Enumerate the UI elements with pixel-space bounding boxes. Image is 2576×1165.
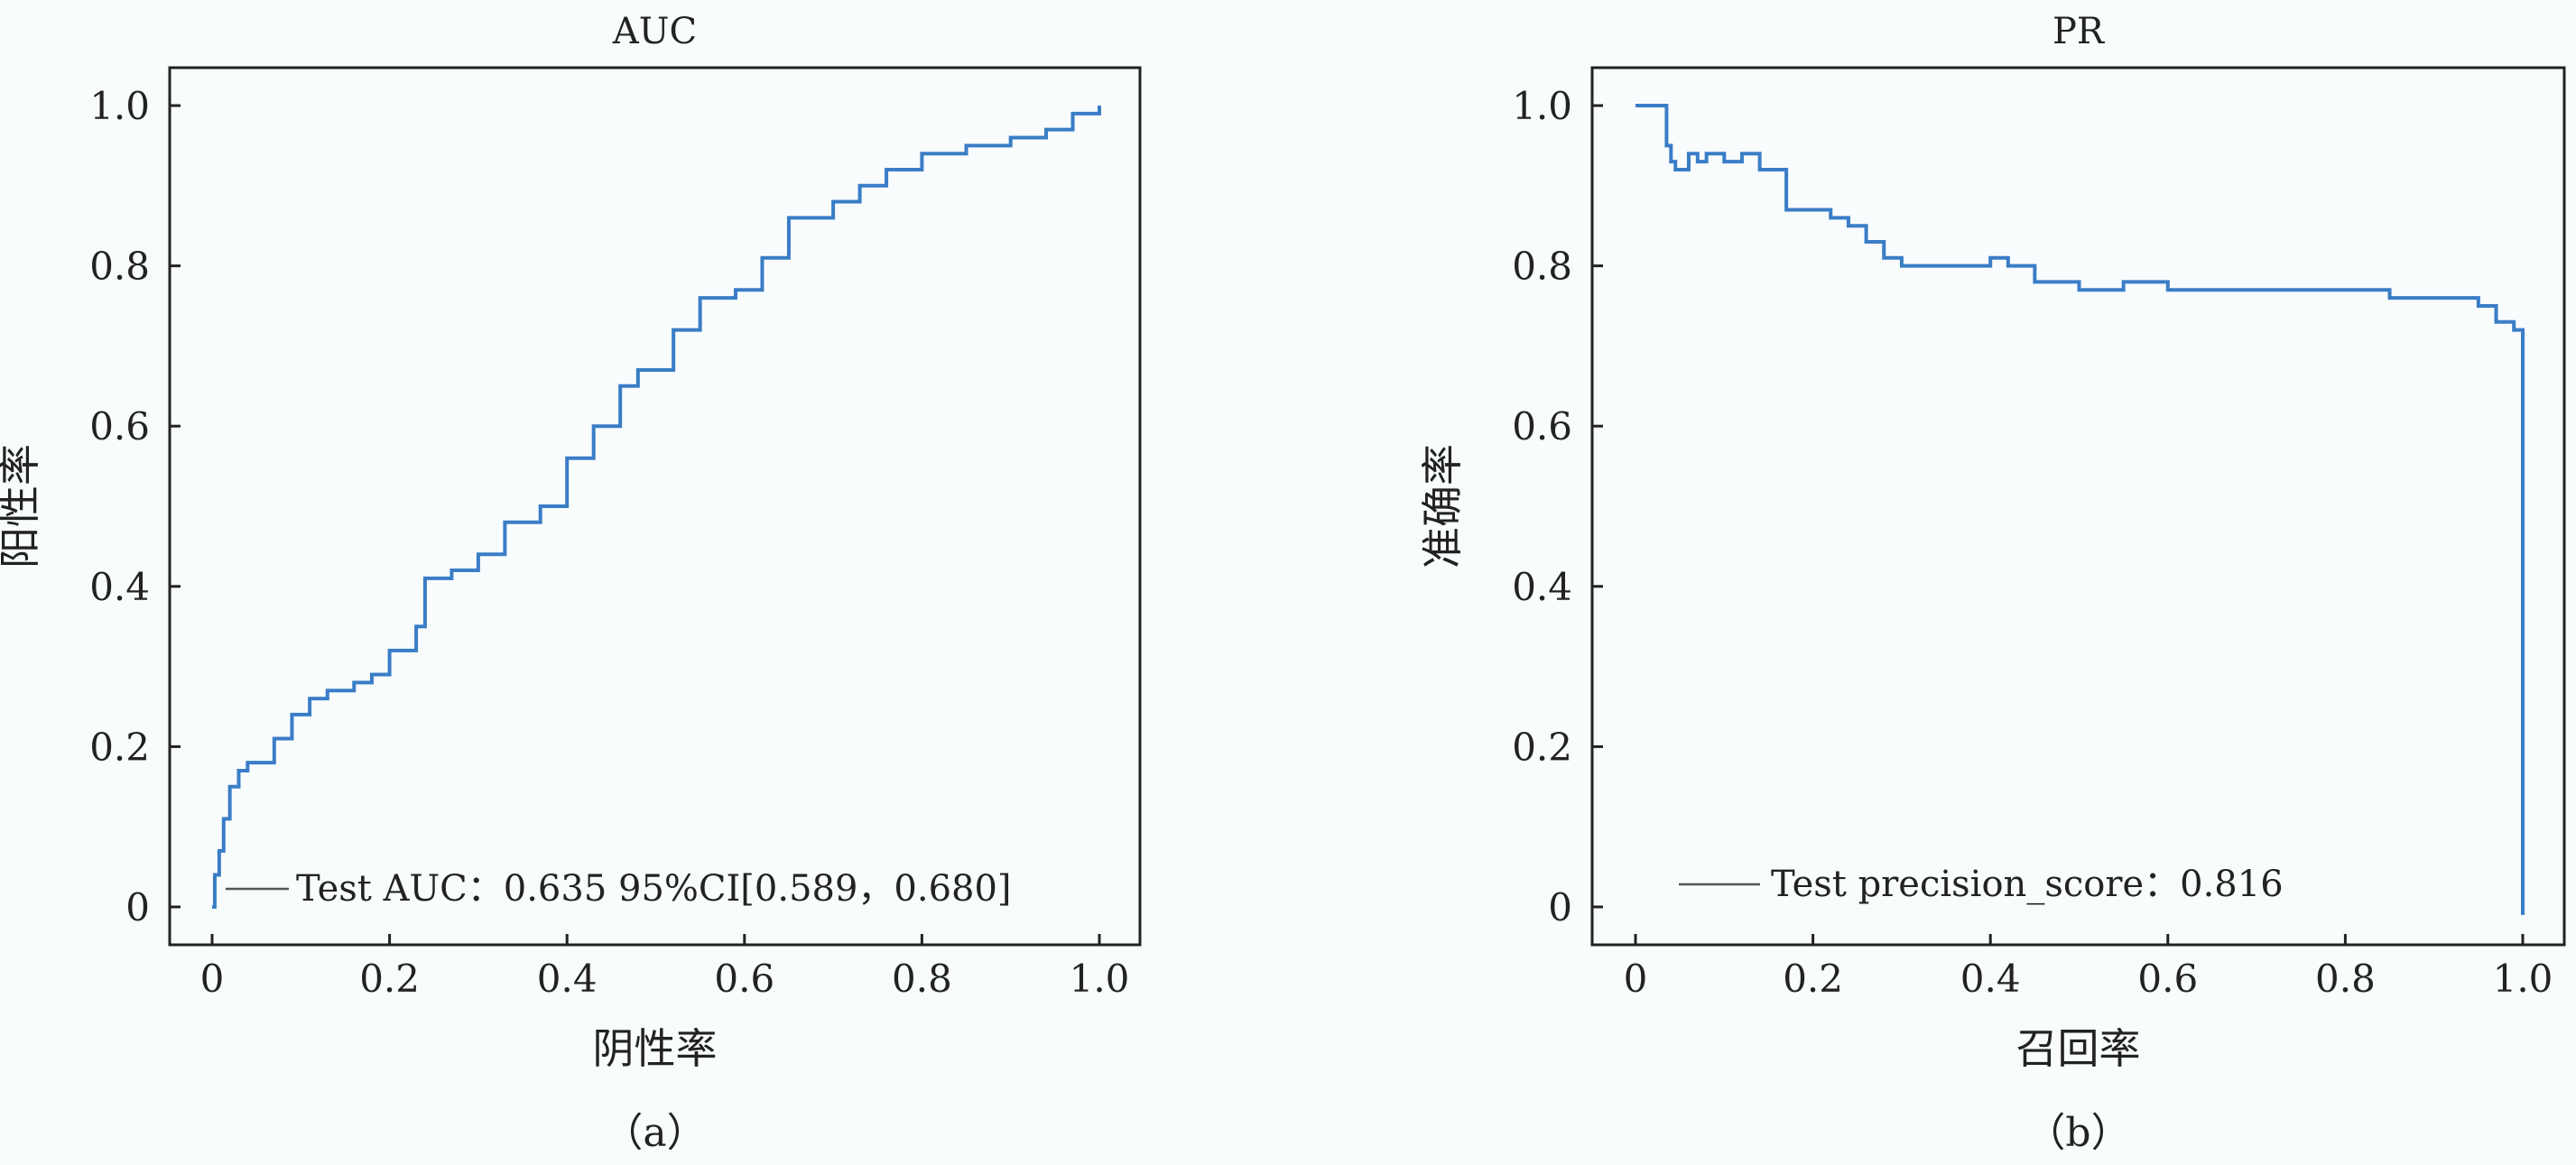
x-tick-label: 0	[1624, 957, 1648, 1001]
y-tick-label: 0.6	[89, 404, 150, 448]
x-tick-label: 1.0	[1070, 957, 1130, 1001]
y-tick-label: 0.8	[1512, 245, 1572, 289]
y-tick-label: 0	[125, 885, 150, 929]
x-tick-label: 0	[200, 957, 225, 1001]
y-tick-label: 0.2	[1512, 725, 1572, 769]
y-tick-label: 1.0	[89, 84, 150, 128]
y-tick-label: 1.0	[1512, 84, 1572, 128]
x-tick-label: 0.8	[2315, 957, 2376, 1001]
x-axis-label: 阴性率	[593, 1024, 718, 1073]
chart-panel-b: PR 0 0.2 0.4 0.6 0.8 1.0 0 0.2 0.4 0.6 0.8 1.0 召回率 准确率…	[1418, 11, 2566, 1156]
y-tick-label: 0.2	[89, 725, 150, 769]
x-tick-label: 0.4	[537, 957, 598, 1001]
legend-entry: Test AUC：0.635 95%CI[0.589，0.680]	[296, 868, 1012, 910]
y-tick-label: 0.4	[1512, 565, 1572, 609]
panel-caption: （a）	[603, 1110, 706, 1156]
x-tick-label: 0.6	[2137, 957, 2198, 1001]
y-tick-label: 0.4	[89, 565, 150, 609]
x-tick-label: 0.2	[359, 957, 420, 1001]
y-tick-label: 0	[1548, 885, 1572, 929]
y-tick-label: 0.8	[89, 245, 150, 289]
y-axis-label: 准确率	[1418, 444, 1467, 569]
panel-caption: （b）	[2025, 1110, 2130, 1156]
plot-frame	[1590, 66, 2566, 947]
x-tick-label: 0.4	[1960, 957, 2021, 1001]
legend-entry: Test precision_score：0.816	[1771, 864, 2284, 905]
plot-frame	[168, 66, 1142, 947]
x-axis-label: 召回率	[2016, 1024, 2141, 1073]
series-line	[212, 106, 1101, 909]
x-tick-label: 0.2	[1783, 957, 1843, 1001]
x-tick-label: 1.0	[2493, 957, 2553, 1001]
chart-title: AUC	[612, 11, 697, 52]
chart-panel-a: AUC 0 0.2 0.4 0.6 0.8 1.0 0 0.2 0.4 0.6 0.8 1.0 阴性率 阳性…	[0, 11, 1142, 1156]
series-line	[1635, 104, 2525, 915]
chart-title: PR	[2052, 11, 2106, 52]
x-tick-label: 0.8	[892, 957, 952, 1001]
y-axis-label: 阳性率	[0, 444, 44, 569]
x-tick-label: 0.6	[714, 957, 774, 1001]
y-tick-label: 0.6	[1512, 404, 1572, 448]
